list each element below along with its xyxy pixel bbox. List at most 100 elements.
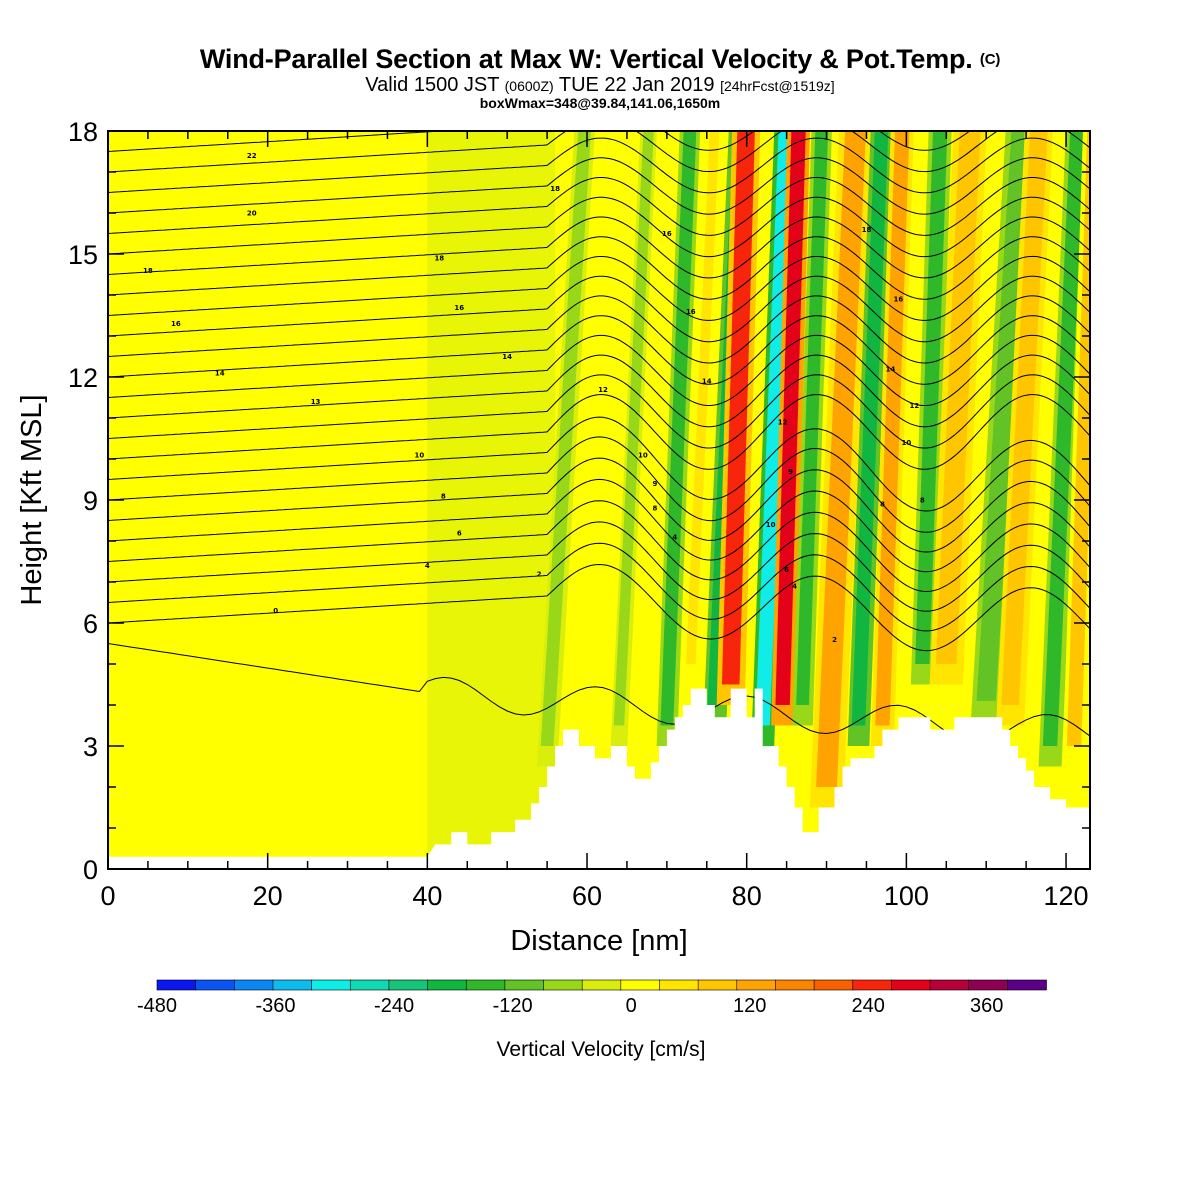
theta-contour (108, 334, 1090, 406)
theta-contour (108, 478, 1090, 573)
title-block: Wind-Parallel Section at Max W: Vertical… (0, 44, 1200, 110)
contour-label: 22 (247, 152, 257, 160)
chart-subtitle: Valid 1500 JST (0600Z) TUE 22 Jan 2019 [… (0, 75, 1200, 96)
background-shading (108, 131, 588, 869)
x-axis: 0 20 40 60 80 100 120 (100, 131, 1089, 911)
velocity-band-core (1066, 131, 1090, 746)
chart-title: Wind-Parallel Section at Max W: Vertical… (0, 44, 1200, 75)
theta-contour (108, 354, 1090, 428)
velocity-band-core (976, 131, 1031, 701)
x-tick-label: 40 (412, 881, 442, 911)
contour-label: 8 (652, 505, 657, 513)
y-tick-label: 3 (83, 732, 98, 762)
contour-label: 14 (886, 365, 896, 373)
colorbar-swatch (891, 979, 931, 991)
x-tick-label: 60 (572, 881, 602, 911)
contour-label: 12 (778, 419, 788, 427)
contour-label: 14 (702, 378, 712, 386)
x-tick-label: 80 (732, 881, 762, 911)
x-tick-label: 120 (1044, 881, 1089, 911)
velocity-band-core (775, 131, 806, 705)
velocity-band-core (1001, 131, 1048, 705)
colorbar-swatch (427, 979, 468, 991)
velocity-band-core (613, 131, 654, 726)
colorbar-swatch (388, 979, 429, 991)
velocity-band-core (686, 131, 720, 664)
colorbar-tick-label: 0 (626, 995, 637, 1017)
y-tick-label: 9 (83, 486, 98, 516)
contour-label: 8 (441, 492, 446, 500)
contour-label: 6 (784, 566, 789, 574)
colorbar-swatch (929, 979, 970, 991)
colorbar-tick-label: -360 (256, 995, 296, 1017)
contour-label: 16 (894, 296, 904, 304)
contour-label: 18 (550, 185, 560, 193)
theta-contour (108, 416, 1090, 512)
contour-label: 14 (502, 353, 512, 361)
theta-contour (108, 315, 1090, 385)
x-tick-label: 0 (100, 881, 115, 911)
y-axis-title: Height [Kft MSL] (16, 394, 48, 605)
contour-label: 18 (862, 226, 872, 234)
colorbar-swatch (736, 979, 777, 991)
colorbar-swatch (852, 979, 893, 991)
theta-contour (108, 563, 1090, 652)
colorbar-tick-label: 360 (970, 995, 1003, 1017)
colorbar-swatch (1007, 979, 1047, 991)
theta-contour (108, 137, 1090, 194)
contour-label: 0 (273, 607, 278, 615)
theta-contour (108, 216, 1090, 279)
colorbar-swatch (581, 979, 622, 991)
y-tick-label: 12 (68, 363, 98, 393)
theta-contour (108, 131, 1090, 173)
colorbar-title: Vertical Velocity [cm/s] (497, 1038, 706, 1061)
colorbar-swatch (349, 979, 390, 991)
valid-prefix: Valid 1500 JST (365, 74, 500, 96)
colorbar-swatch (775, 979, 815, 991)
velocity-band-core (721, 131, 755, 685)
velocity-band-core (540, 131, 591, 746)
colorbar-swatch (813, 979, 854, 991)
contour-label: 8 (880, 501, 885, 509)
box-info: boxWmax=348@39.84,141.06,1650m (479, 95, 721, 111)
y-tick-label: 15 (68, 240, 98, 270)
colorbar-swatch (968, 979, 1009, 991)
colorbar-tick-label: -240 (374, 995, 414, 1017)
theta-contour (108, 542, 1090, 632)
contour-label: 18 (434, 255, 444, 263)
velocity-band-core (851, 131, 889, 726)
velocity-band-core (1042, 131, 1085, 746)
colorbar-swatch (195, 979, 236, 991)
velocity-band-core (796, 131, 829, 705)
theta-contours (108, 131, 1090, 744)
colorbar-swatch (659, 979, 699, 991)
theta-contour (108, 295, 1090, 364)
contour-label: 20 (247, 210, 257, 218)
theta-contour (108, 177, 1090, 236)
colorbar-swatch (156, 979, 197, 991)
contour-label: 10 (901, 439, 911, 447)
contour-label: 2 (537, 570, 542, 578)
theta-contour (108, 457, 1090, 553)
theta-contour (108, 236, 1090, 300)
contour-label: 4 (425, 562, 430, 570)
chart-title-main: Wind-Parallel Section at Max W: Vertical… (199, 44, 973, 74)
x-axis-title: Distance [nm] (510, 925, 687, 957)
theta-contour (108, 157, 1090, 215)
velocity-band-core (915, 131, 948, 664)
colorbar-tick-label: 120 (733, 995, 766, 1017)
theta-contour (108, 255, 1090, 321)
valid-zone: (0600Z) (504, 78, 554, 94)
colorbar-swatch (465, 979, 506, 991)
y-tick-label: 0 (83, 855, 98, 885)
velocity-band-core (935, 131, 981, 664)
contour-label: 10 (638, 451, 648, 459)
colorbar-swatch (234, 979, 274, 991)
theta-contour (108, 500, 1090, 593)
contour-label: 4 (792, 583, 797, 591)
colorbar-swatch (504, 979, 545, 991)
contour-label: 13 (311, 398, 321, 406)
contour-label: 4 (672, 533, 677, 541)
